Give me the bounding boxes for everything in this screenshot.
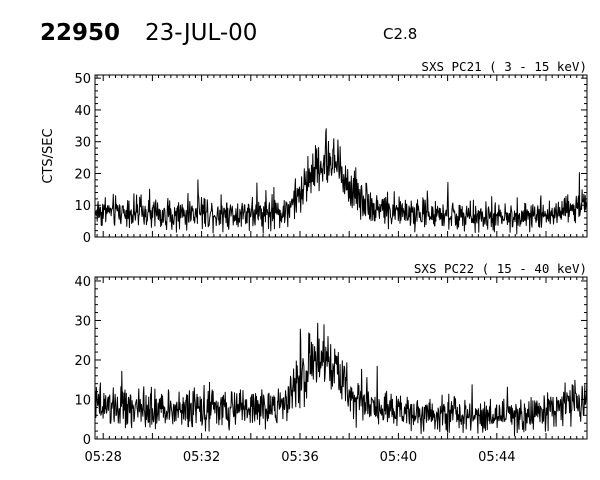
event-id: 22950 bbox=[40, 20, 120, 46]
x-tick-label: 05:28 bbox=[84, 450, 121, 465]
y-tick-label: 20 bbox=[74, 354, 91, 369]
y-tick-label: 0 bbox=[83, 231, 91, 246]
series-line bbox=[94, 322, 588, 437]
panel-pc22: SXS PC22 ( 15 - 40 keV) 0 10 20 30 40 05:28 05:… bbox=[74, 261, 588, 465]
panel-title: SXS PC22 ( 15 - 40 keV) bbox=[414, 261, 587, 276]
y-tick-label: 10 bbox=[74, 393, 91, 408]
x-tick-label: 05:40 bbox=[380, 450, 417, 465]
x-tick-label: 05:36 bbox=[281, 450, 318, 465]
panel-pc21: SXS PC21 ( 3 - 15 keV) 0 10 20 30 40 50 CTS/SEC bbox=[41, 59, 588, 246]
plot-frame bbox=[94, 74, 588, 238]
plot-frame bbox=[94, 276, 588, 440]
x-tick-label: 05:44 bbox=[478, 450, 515, 465]
y-tick-label: 30 bbox=[74, 314, 91, 329]
event-date: 23-JUL-00 bbox=[145, 20, 257, 46]
y-tick-label: 30 bbox=[74, 136, 91, 151]
y-tick-label: 10 bbox=[74, 199, 91, 214]
flare-class: C2.8 bbox=[383, 25, 417, 43]
y-tick-label: 40 bbox=[74, 275, 91, 290]
y-axis-label: CTS/SEC bbox=[41, 128, 56, 183]
series-line bbox=[94, 128, 588, 235]
y-tick-label: 20 bbox=[74, 167, 91, 182]
y-tick-label: 50 bbox=[74, 72, 91, 87]
y-tick-label: 0 bbox=[83, 433, 91, 448]
panel-title: SXS PC21 ( 3 - 15 keV) bbox=[421, 59, 587, 74]
y-tick-label: 40 bbox=[74, 104, 91, 119]
x-tick-label: 05:32 bbox=[183, 450, 220, 465]
